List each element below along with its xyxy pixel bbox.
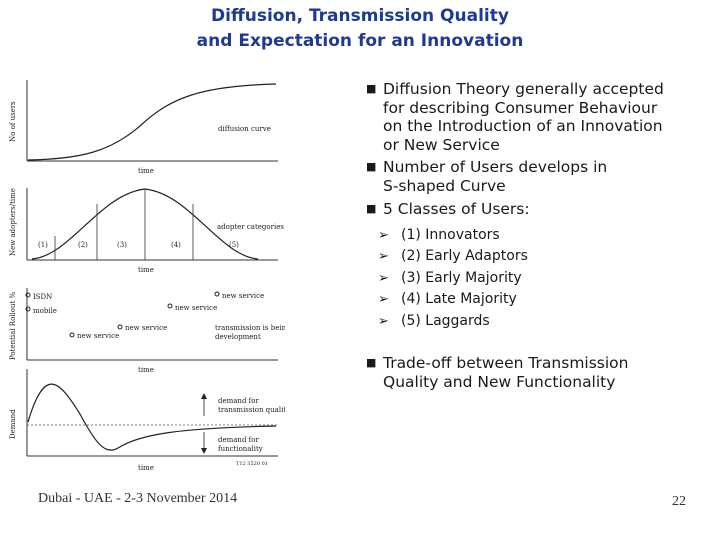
diffusion-figure: No of users diffusion curve time New ado… bbox=[0, 64, 285, 474]
panel2-xlabel: time bbox=[138, 266, 154, 274]
slide-title: Diffusion, Transmission Quality and Expe… bbox=[0, 4, 720, 54]
square-bullet-icon: ■ bbox=[366, 202, 377, 215]
panel3-new-service-4: new service bbox=[222, 292, 264, 300]
footer-event: Dubai - UAE - 2-3 November 2014 bbox=[38, 491, 238, 506]
panel3-mobile-label: mobile bbox=[33, 307, 57, 315]
panel2-ylabel: New adopters/time bbox=[9, 188, 17, 256]
bullet-1-line-2: for describing Consumer Behaviour bbox=[383, 98, 658, 117]
panel4-label-1a: demand for bbox=[218, 397, 259, 405]
panel3-new-service-3: new service bbox=[175, 304, 217, 312]
panel2-class-4: (4) bbox=[171, 241, 181, 249]
list-item: ➢ (4) Late Majority bbox=[378, 289, 711, 311]
bullet-1-line-4: or New Service bbox=[383, 135, 500, 154]
bullet-classes-of-users: ■ 5 Classes of Users: bbox=[366, 200, 711, 219]
square-bullet-icon: ■ bbox=[366, 82, 377, 95]
demand-curve bbox=[27, 383, 277, 451]
bullet-2-line-1: Number of Users develops in bbox=[383, 158, 608, 176]
panel1-curve-label: diffusion curve bbox=[218, 125, 271, 133]
panel3-new-service-1: new service bbox=[77, 332, 119, 340]
panel-rollout: Potential Rollout % ISDN mobile new serv… bbox=[9, 288, 285, 374]
panel4-ylabel: Demand bbox=[9, 409, 17, 439]
panel4-label-2b: functionality bbox=[218, 445, 263, 453]
slide-title-line-1: Diffusion, Transmission Quality bbox=[211, 6, 509, 26]
panel4-label-2a: demand for bbox=[218, 436, 259, 444]
bullet-2-line-2: S‑shaped Curve bbox=[383, 176, 506, 195]
bullet-3-line-1: 5 Classes of Users: bbox=[383, 200, 530, 218]
bullet-trade-off: ■ Trade-off between Transmission Quality… bbox=[366, 354, 711, 391]
bullet-number-of-users: ■ Number of Users develops in S‑shaped C… bbox=[366, 158, 711, 195]
arrow-bullet-icon: ➢ bbox=[378, 270, 389, 286]
bullet-1-line-1: Diffusion Theory generally accepted bbox=[383, 80, 664, 98]
panel4-label-1b: transmission quality bbox=[218, 406, 285, 414]
list-item: ➢ (3) Early Majority bbox=[378, 268, 711, 290]
bullet-4-line-1: Trade-off between Transmission bbox=[383, 354, 629, 372]
square-bullet-icon: ■ bbox=[366, 356, 377, 369]
user-class-list: ➢ (1) Innovators ➢ (2) Early Adaptors ➢ (3)… bbox=[378, 225, 711, 333]
panel3-isdn-label: ISDN bbox=[33, 293, 52, 301]
list-item: ➢ (1) Innovators bbox=[378, 225, 711, 247]
bullet-diffusion-theory: ■ Diffusion Theory generally accepted fo… bbox=[366, 80, 711, 154]
panel2-categories-label: adopter categories bbox=[217, 223, 284, 231]
panel1-ylabel: No of users bbox=[9, 101, 17, 142]
panel3-note-line1: transmission is being bbox=[215, 324, 285, 332]
list-item: ➢ (5) Laggards bbox=[378, 311, 711, 333]
panel3-note-line2: development bbox=[215, 333, 261, 341]
panel-adopter-categories: New adopters/time (1) (2) (3) (4) (5) ad… bbox=[9, 188, 284, 274]
arrow-bullet-icon: ➢ bbox=[378, 292, 389, 307]
page-number: 22 bbox=[672, 494, 686, 509]
arrow-bullet-icon: ➢ bbox=[378, 313, 389, 329]
panel3-new-service-2: new service bbox=[125, 324, 167, 332]
square-bullet-icon: ■ bbox=[366, 160, 377, 173]
bullet-4-line-2: Quality and New Functionality bbox=[383, 372, 616, 391]
panel4-ref: T12 3520 01 bbox=[236, 461, 268, 467]
panel2-class-2: (2) bbox=[78, 241, 88, 249]
arrow-bullet-icon: ➢ bbox=[378, 249, 389, 264]
panel2-class-1: (1) bbox=[38, 241, 48, 249]
panel4-xlabel: time bbox=[138, 464, 154, 472]
diffusion-figure-svg: No of users diffusion curve time New ado… bbox=[9, 80, 285, 472]
bullet-list: ■ Diffusion Theory generally accepted fo… bbox=[366, 80, 711, 391]
panel-demand: Demand demand for transmission quality d… bbox=[9, 369, 285, 472]
panel2-class-3: (3) bbox=[117, 241, 127, 249]
panel3-xlabel: time bbox=[138, 366, 154, 374]
bullet-1-line-3: on the Introduction of an Innovation bbox=[383, 117, 663, 135]
panel3-ylabel: Potential Rollout % bbox=[9, 291, 17, 360]
panel-diffusion-curve: No of users diffusion curve time bbox=[9, 80, 278, 175]
arrow-bullet-icon: ➢ bbox=[378, 227, 389, 243]
list-item: ➢ (2) Early Adaptors bbox=[378, 246, 711, 268]
panel1-xlabel: time bbox=[138, 167, 154, 175]
panel2-class-5: (5) bbox=[229, 241, 239, 249]
slide-title-line-2: and Expectation for an Innovation bbox=[196, 31, 524, 51]
s-curve bbox=[27, 83, 277, 161]
